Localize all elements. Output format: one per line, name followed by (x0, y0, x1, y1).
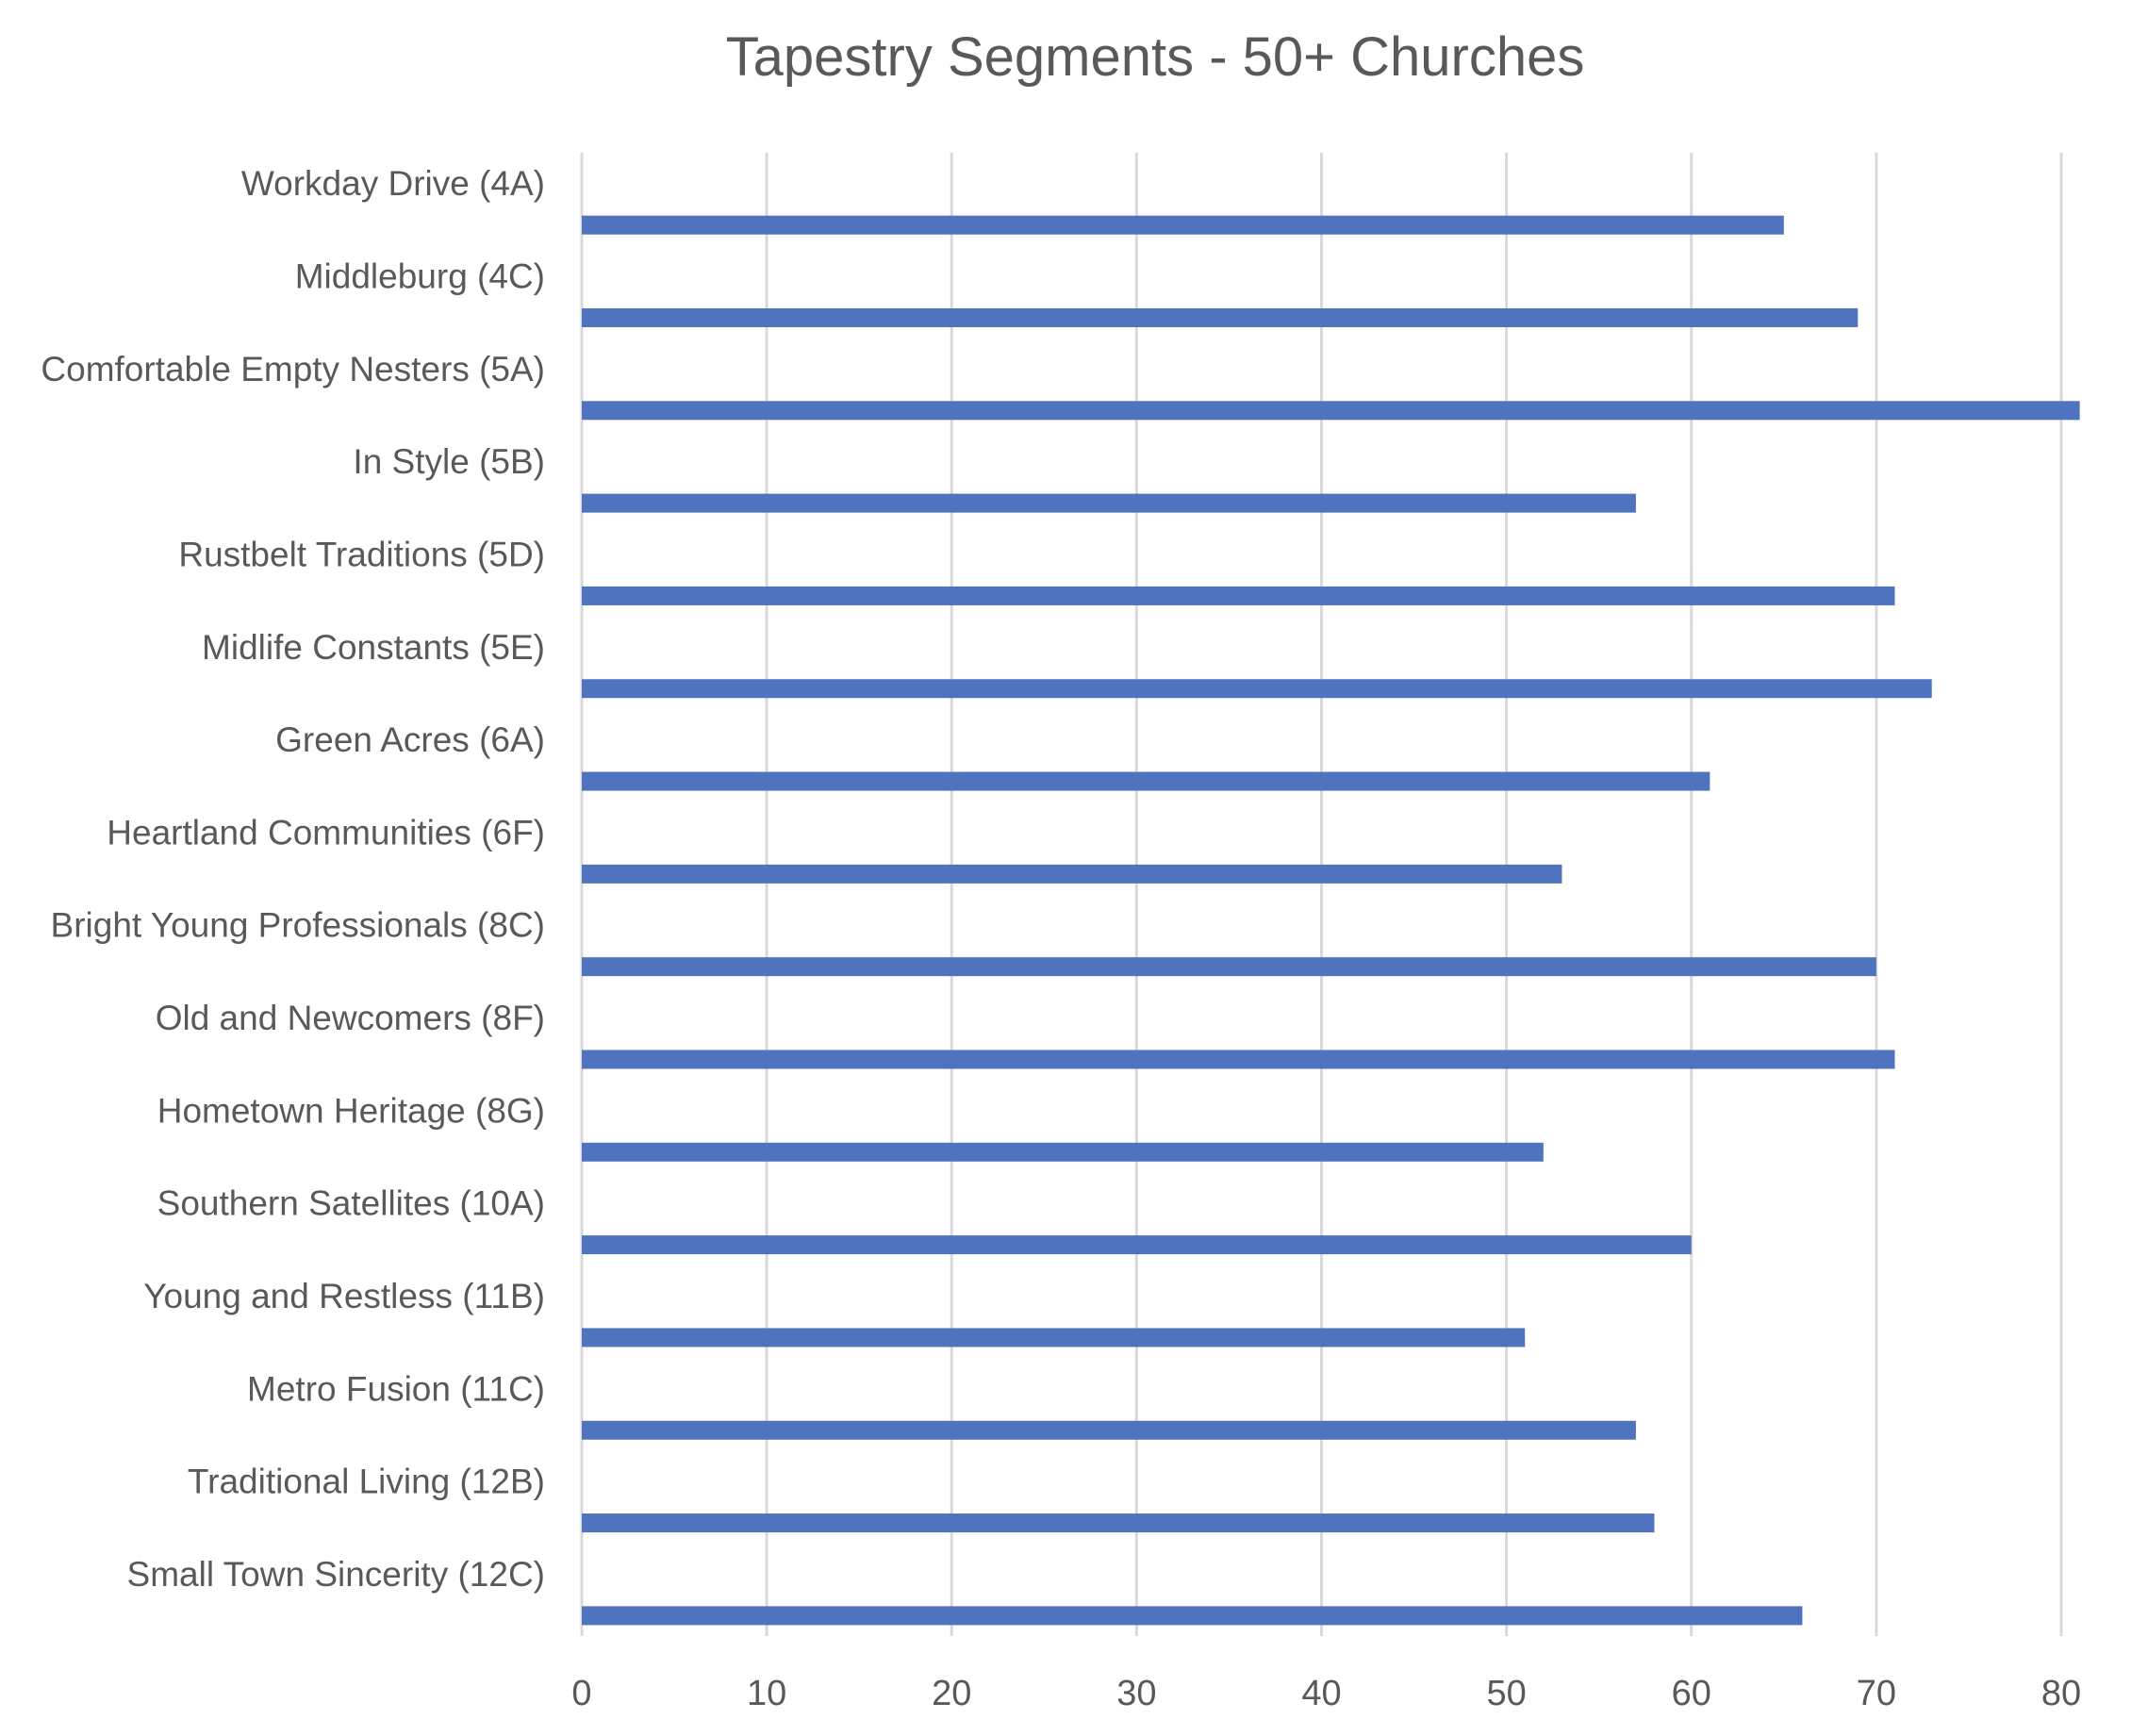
bar-9 (582, 957, 1876, 977)
category-label-11: Hometown Heritage (8G) (157, 1091, 545, 1130)
bar-14 (582, 1420, 1636, 1440)
x-tick-label-60: 60 (1672, 1674, 1711, 1713)
bar-12 (582, 1235, 1692, 1255)
bars (582, 215, 2080, 1626)
category-label-4: In Style (5B) (353, 442, 545, 481)
x-tick-label-30: 30 (1116, 1674, 1156, 1713)
bar-10 (582, 1050, 1895, 1069)
bar-3 (582, 401, 2080, 421)
category-label-10: Old and Newcomers (8F) (156, 999, 545, 1037)
category-label-3: Comfortable Empty Nesters (5A) (41, 350, 545, 389)
category-label-14: Metro Fusion (11C) (247, 1369, 545, 1408)
x-axis-tick-labels: 0 10 20 30 40 50 60 70 80 (571, 1674, 2081, 1713)
bar-4 (582, 493, 1636, 513)
x-tick-label-80: 80 (2041, 1674, 2081, 1713)
category-label-16: Small Town Sincerity (12C) (127, 1555, 545, 1594)
bar-6 (582, 679, 1932, 699)
chart-title: Tapestry Segments - 50+ Churches (726, 26, 1585, 88)
category-label-13: Young and Restless (11B) (143, 1277, 545, 1315)
category-labels: Workday Drive (4A) Middleburg (4C) Comfort… (41, 164, 545, 1594)
category-label-6: Midlife Constants (5E) (202, 628, 545, 667)
category-label-12: Southern Satellites (10A) (157, 1184, 545, 1223)
category-label-1: Workday Drive (4A) (241, 164, 545, 203)
bar-11 (582, 1142, 1544, 1162)
x-tick-label-40: 40 (1301, 1674, 1341, 1713)
bar-7 (582, 771, 1710, 791)
bar-5 (582, 586, 1895, 605)
x-tick-label-50: 50 (1486, 1674, 1526, 1713)
category-label-8: Heartland Communities (6F) (107, 813, 545, 851)
bar-13 (582, 1328, 1526, 1347)
bar-8 (582, 864, 1562, 884)
category-label-2: Middleburg (4C) (295, 257, 545, 296)
bar-16 (582, 1606, 1803, 1626)
x-tick-label-20: 20 (932, 1674, 971, 1713)
bar-15 (582, 1513, 1655, 1533)
x-tick-label-0: 0 (571, 1674, 591, 1713)
category-label-15: Traditional Living (12B) (188, 1463, 545, 1501)
category-label-9: Bright Young Professionals (8C) (51, 906, 545, 945)
gridlines (580, 153, 2063, 1636)
category-label-7: Green Acres (6A) (275, 720, 545, 759)
category-label-5: Rustbelt Traditions (5D) (178, 535, 545, 573)
bar-1 (582, 215, 1784, 235)
x-tick-label-70: 70 (1857, 1674, 1896, 1713)
bar-2 (582, 307, 1859, 327)
x-tick-label-10: 10 (747, 1674, 786, 1713)
